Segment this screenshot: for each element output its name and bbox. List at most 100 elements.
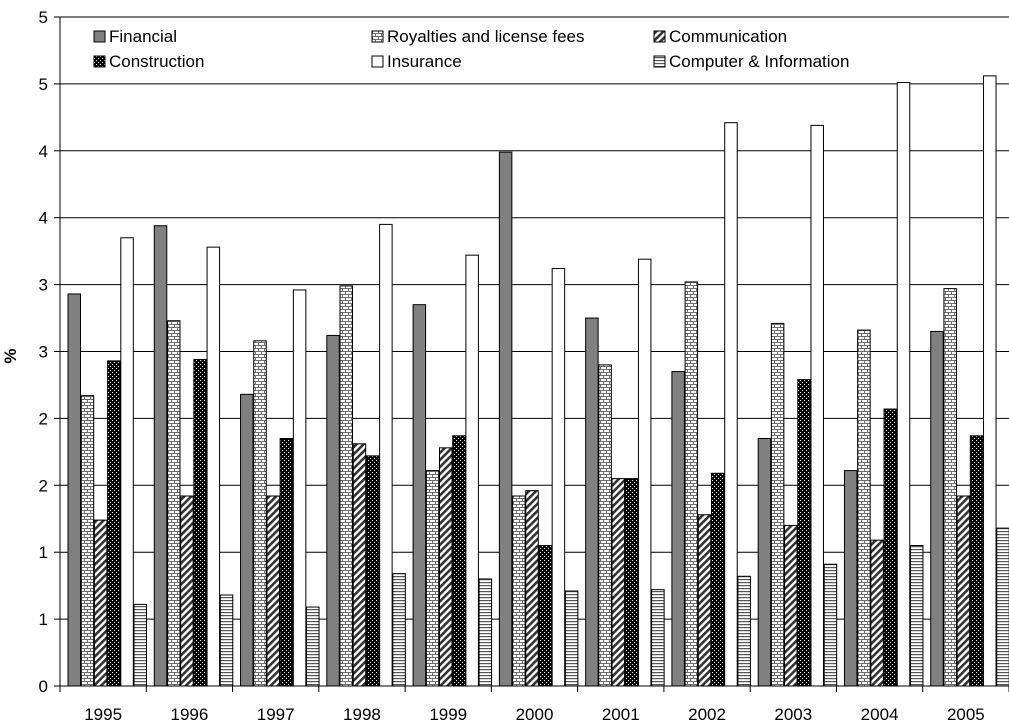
legend-swatch	[653, 55, 666, 68]
bar-communication-2005	[956, 495, 971, 687]
legend: Financial Royalties and license fees Commu…	[93, 27, 849, 71]
bar-insurance-2000	[551, 268, 566, 687]
x-tick-label: 1999	[429, 705, 467, 724]
bar-financial-1997	[240, 393, 254, 687]
bar-communication-2001	[611, 478, 626, 687]
x-tick-label: 1997	[257, 705, 295, 724]
legend-item-computer-and-information: Computer & Information	[653, 52, 849, 71]
y-tick-label: 4	[39, 209, 48, 228]
bar-insurance-2003	[810, 124, 824, 687]
bar-computer-and-information-2004	[909, 545, 924, 687]
legend-item-communication: Communication	[653, 27, 787, 46]
bar-insurance-1999	[465, 254, 479, 687]
bar-royalties-and-license-fees-1997	[253, 340, 267, 687]
legend-item-financial: Financial	[93, 27, 177, 46]
x-tick-labels: 1995 1996 1997 1998 1999 2000 2001 2002 2003 2004…	[59, 686, 1009, 724]
y-tick-label: 2	[39, 476, 48, 495]
bar-computer-and-information-2005	[996, 527, 1009, 687]
bar-computer-and-information-1997	[306, 606, 320, 687]
bar-communication-1997	[266, 495, 280, 687]
y-tick-label: 4	[39, 142, 48, 161]
bar-construction-1996	[193, 359, 207, 687]
series-royalties-and-license-fees	[80, 281, 957, 687]
bar-construction-1997	[279, 437, 294, 687]
bar-insurance-1996	[206, 246, 221, 687]
legend-swatch	[93, 30, 106, 43]
y-tick-label: 0	[39, 677, 48, 696]
x-tick-label: 2004	[861, 705, 899, 724]
bar-computer-and-information-1995	[133, 603, 147, 687]
bar-insurance-2004	[896, 82, 911, 687]
legend-item-royalties-and-license-fees: Royalties and license fees	[371, 27, 585, 46]
bar-financial-2003	[757, 437, 772, 687]
bar-communication-1998	[352, 443, 367, 687]
bar-insurance-2005	[983, 75, 997, 687]
bar-royalties-and-license-fees-2001	[598, 364, 612, 687]
y-tick-label: 1	[39, 543, 48, 562]
y-tick-label: 1	[39, 610, 48, 629]
bar-insurance-1995	[120, 237, 134, 687]
x-tick-label: 2002	[688, 705, 726, 724]
bar-royalties-and-license-fees-1999	[425, 470, 440, 687]
bar-construction-2004	[883, 408, 898, 687]
series-communication	[93, 443, 971, 687]
y-tick-labels: 0 1 1 2 2 3 3 4 4 5 5	[39, 8, 60, 696]
legend-label: Financial	[109, 27, 177, 46]
legend-swatch	[371, 55, 384, 68]
x-tick-label: 2003	[774, 705, 812, 724]
bar-computer-and-information-2001	[651, 589, 665, 687]
bar-financial-1995	[67, 293, 81, 687]
x-tick-label: 1996	[170, 705, 208, 724]
y-tick-label: 3	[39, 276, 48, 295]
legend-swatch	[653, 30, 666, 43]
bars	[67, 75, 1009, 687]
bar-communication-2003	[784, 524, 798, 687]
y-axis-title: %	[1, 348, 20, 363]
bar-financial-2000	[498, 151, 513, 687]
bar-financial-2004	[843, 470, 858, 687]
series-insurance	[120, 75, 997, 687]
bar-royalties-and-license-fees-2004	[857, 329, 871, 687]
x-tick-label: 2005	[947, 705, 985, 724]
bar-construction-1998	[365, 455, 380, 687]
legend-label: Communication	[669, 27, 787, 46]
bar-construction-2000	[538, 545, 552, 687]
bar-communication-1996	[180, 495, 194, 687]
bar-royalties-and-license-fees-1995	[80, 395, 95, 687]
x-tick-label: 2001	[602, 705, 640, 724]
bar-royalties-and-license-fees-2002	[684, 281, 699, 687]
legend-swatch	[371, 30, 384, 43]
x-tick-label: 1998	[343, 705, 381, 724]
bar-construction-1995	[107, 360, 121, 687]
legend-label: Insurance	[387, 52, 462, 71]
legend-label: Construction	[109, 52, 204, 71]
series-construction	[107, 359, 984, 687]
bar-insurance-1998	[379, 223, 393, 687]
bar-communication-2004	[870, 539, 884, 687]
bar-royalties-and-license-fees-2005	[943, 288, 957, 687]
bar-insurance-2002	[724, 122, 738, 687]
legend-label: Royalties and license fees	[387, 27, 585, 46]
bar-royalties-and-license-fees-2000	[512, 495, 526, 687]
y-tick-label: 5	[39, 75, 48, 94]
y-tick-label: 5	[39, 8, 48, 27]
bar-insurance-2001	[637, 258, 652, 687]
x-tick-label: 2000	[516, 705, 554, 724]
bar-financial-2002	[671, 371, 685, 687]
bar-construction-2003	[797, 379, 811, 687]
bar-financial-1998	[326, 334, 340, 687]
bar-construction-1999	[452, 435, 466, 687]
legend-swatch	[93, 55, 106, 68]
bar-financial-2005	[930, 330, 944, 687]
y-tick-label: 2	[39, 409, 48, 428]
bar-royalties-and-license-fees-1998	[339, 285, 354, 687]
bar-construction-2005	[969, 435, 984, 687]
legend-label: Computer & Information	[669, 52, 849, 71]
bar-computer-and-information-2000	[564, 590, 579, 687]
bar-computer-and-information-1999	[478, 578, 493, 687]
bar-communication-1995	[93, 519, 108, 687]
bar-computer-and-information-2003	[823, 563, 838, 687]
bar-construction-2001	[624, 478, 639, 687]
legend-item-construction: Construction	[93, 52, 204, 71]
